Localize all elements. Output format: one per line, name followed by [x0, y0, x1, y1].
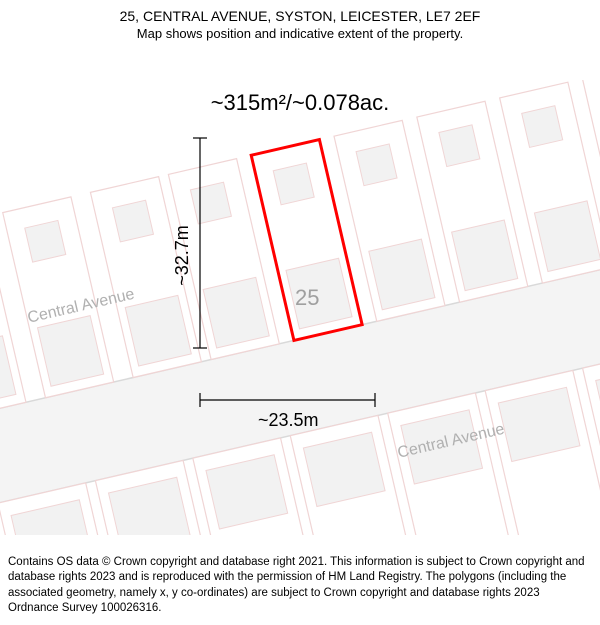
map-subtitle: Map shows position and indicative extent… [0, 26, 600, 41]
width-dimension: ~23.5m [258, 410, 319, 431]
house-number-label: 25 [295, 285, 319, 311]
property-address: 25, CENTRAL AVENUE, SYSTON, LEICESTER, L… [0, 8, 600, 24]
depth-dimension: ~32.7m [172, 225, 193, 286]
copyright-footer: Contains OS data © Crown copyright and d… [8, 555, 592, 617]
area-measurement: ~315m²/~0.078ac. [0, 90, 600, 116]
